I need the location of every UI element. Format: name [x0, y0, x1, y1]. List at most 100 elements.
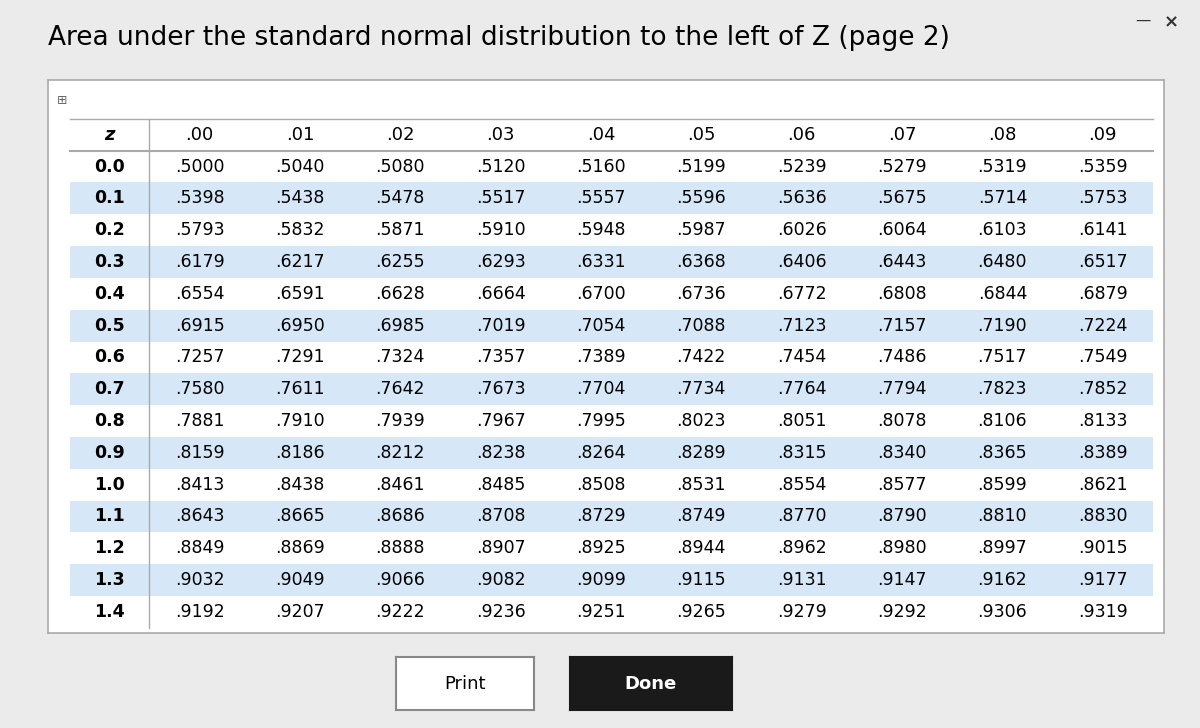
Text: .5714: .5714: [978, 189, 1027, 207]
Text: .5753: .5753: [1078, 189, 1128, 207]
Text: .8159: .8159: [175, 444, 224, 462]
Text: .9115: .9115: [677, 571, 726, 589]
Text: 0.8: 0.8: [95, 412, 125, 430]
Text: .8643: .8643: [175, 507, 224, 526]
Text: .5319: .5319: [978, 157, 1027, 175]
Text: .00: .00: [185, 126, 214, 143]
Text: .5359: .5359: [1078, 157, 1128, 175]
Text: .9015: .9015: [1078, 539, 1128, 558]
Text: .6406: .6406: [776, 253, 827, 271]
Text: .5910: .5910: [475, 221, 526, 240]
Text: .7357: .7357: [476, 349, 526, 366]
Bar: [71, 564, 1153, 596]
Text: 0.5: 0.5: [95, 317, 125, 335]
Text: .8686: .8686: [376, 507, 425, 526]
Text: .9279: .9279: [776, 603, 827, 621]
Text: .7939: .7939: [376, 412, 425, 430]
Text: .7734: .7734: [677, 380, 726, 398]
Text: .04: .04: [587, 126, 616, 143]
Text: .7054: .7054: [576, 317, 625, 335]
Text: .01: .01: [286, 126, 314, 143]
Text: .6591: .6591: [275, 285, 325, 303]
Text: .06: .06: [787, 126, 816, 143]
Text: .7123: .7123: [776, 317, 827, 335]
Text: .7291: .7291: [275, 349, 325, 366]
Text: .8508: .8508: [576, 475, 625, 494]
Text: .5948: .5948: [576, 221, 625, 240]
Text: .6808: .6808: [877, 285, 926, 303]
Text: 0.3: 0.3: [95, 253, 125, 271]
Text: .5478: .5478: [376, 189, 425, 207]
Text: .7549: .7549: [1078, 349, 1128, 366]
Text: .8186: .8186: [275, 444, 325, 462]
Text: 0.0: 0.0: [95, 157, 125, 175]
Text: .8554: .8554: [776, 475, 827, 494]
Text: 0.9: 0.9: [95, 444, 125, 462]
Text: .5000: .5000: [175, 157, 224, 175]
Text: .7190: .7190: [978, 317, 1027, 335]
Text: .8413: .8413: [175, 475, 224, 494]
Text: .7157: .7157: [877, 317, 926, 335]
Text: .03: .03: [486, 126, 515, 143]
Text: .6950: .6950: [275, 317, 325, 335]
Text: .8980: .8980: [877, 539, 926, 558]
Text: .7704: .7704: [576, 380, 625, 398]
Text: 0.7: 0.7: [95, 380, 125, 398]
Text: .7454: .7454: [776, 349, 827, 366]
Text: .8708: .8708: [476, 507, 526, 526]
Text: .8315: .8315: [776, 444, 827, 462]
Text: .5793: .5793: [175, 221, 224, 240]
Bar: [71, 309, 1153, 341]
Text: .7642: .7642: [376, 380, 425, 398]
Text: .9265: .9265: [677, 603, 726, 621]
Text: .6736: .6736: [677, 285, 726, 303]
Text: .5636: .5636: [776, 189, 827, 207]
Text: .8962: .8962: [776, 539, 827, 558]
Text: .8665: .8665: [275, 507, 325, 526]
Text: .7823: .7823: [978, 380, 1027, 398]
Text: .8106: .8106: [978, 412, 1027, 430]
Text: .9099: .9099: [576, 571, 626, 589]
Text: .8078: .8078: [877, 412, 926, 430]
Text: .09: .09: [1088, 126, 1117, 143]
Text: .6879: .6879: [1078, 285, 1128, 303]
Text: .9147: .9147: [877, 571, 926, 589]
Text: 0.6: 0.6: [95, 349, 125, 366]
Text: .6628: .6628: [376, 285, 425, 303]
Text: .6700: .6700: [576, 285, 625, 303]
Text: .6179: .6179: [175, 253, 224, 271]
Text: .5160: .5160: [576, 157, 625, 175]
Text: .7019: .7019: [475, 317, 526, 335]
Text: .6141: .6141: [1078, 221, 1128, 240]
Text: .6554: .6554: [175, 285, 224, 303]
Text: .8365: .8365: [978, 444, 1027, 462]
Text: .8264: .8264: [576, 444, 625, 462]
Text: .5675: .5675: [877, 189, 926, 207]
Bar: [71, 246, 1153, 278]
Text: .7422: .7422: [677, 349, 726, 366]
Text: .7257: .7257: [175, 349, 224, 366]
Text: .9192: .9192: [175, 603, 224, 621]
Text: .9306: .9306: [978, 603, 1027, 621]
Text: .6480: .6480: [978, 253, 1027, 271]
Text: .7852: .7852: [1078, 380, 1128, 398]
Text: .6103: .6103: [978, 221, 1027, 240]
Text: .9292: .9292: [877, 603, 926, 621]
Text: .6064: .6064: [877, 221, 926, 240]
Text: z: z: [104, 126, 115, 143]
Text: .8907: .8907: [475, 539, 526, 558]
Text: 1.2: 1.2: [95, 539, 125, 558]
Text: .5596: .5596: [677, 189, 726, 207]
Text: .6985: .6985: [376, 317, 425, 335]
Bar: [71, 437, 1153, 469]
Text: .8023: .8023: [677, 412, 726, 430]
Text: .7881: .7881: [175, 412, 224, 430]
Text: Area under the standard normal distribution to the left of Z (page 2): Area under the standard normal distribut…: [48, 25, 950, 52]
Text: .9177: .9177: [1078, 571, 1128, 589]
Text: .7794: .7794: [877, 380, 926, 398]
Text: .8599: .8599: [978, 475, 1027, 494]
Text: .8944: .8944: [677, 539, 726, 558]
Text: 0.4: 0.4: [95, 285, 125, 303]
Text: .9082: .9082: [475, 571, 526, 589]
Text: .6331: .6331: [576, 253, 625, 271]
